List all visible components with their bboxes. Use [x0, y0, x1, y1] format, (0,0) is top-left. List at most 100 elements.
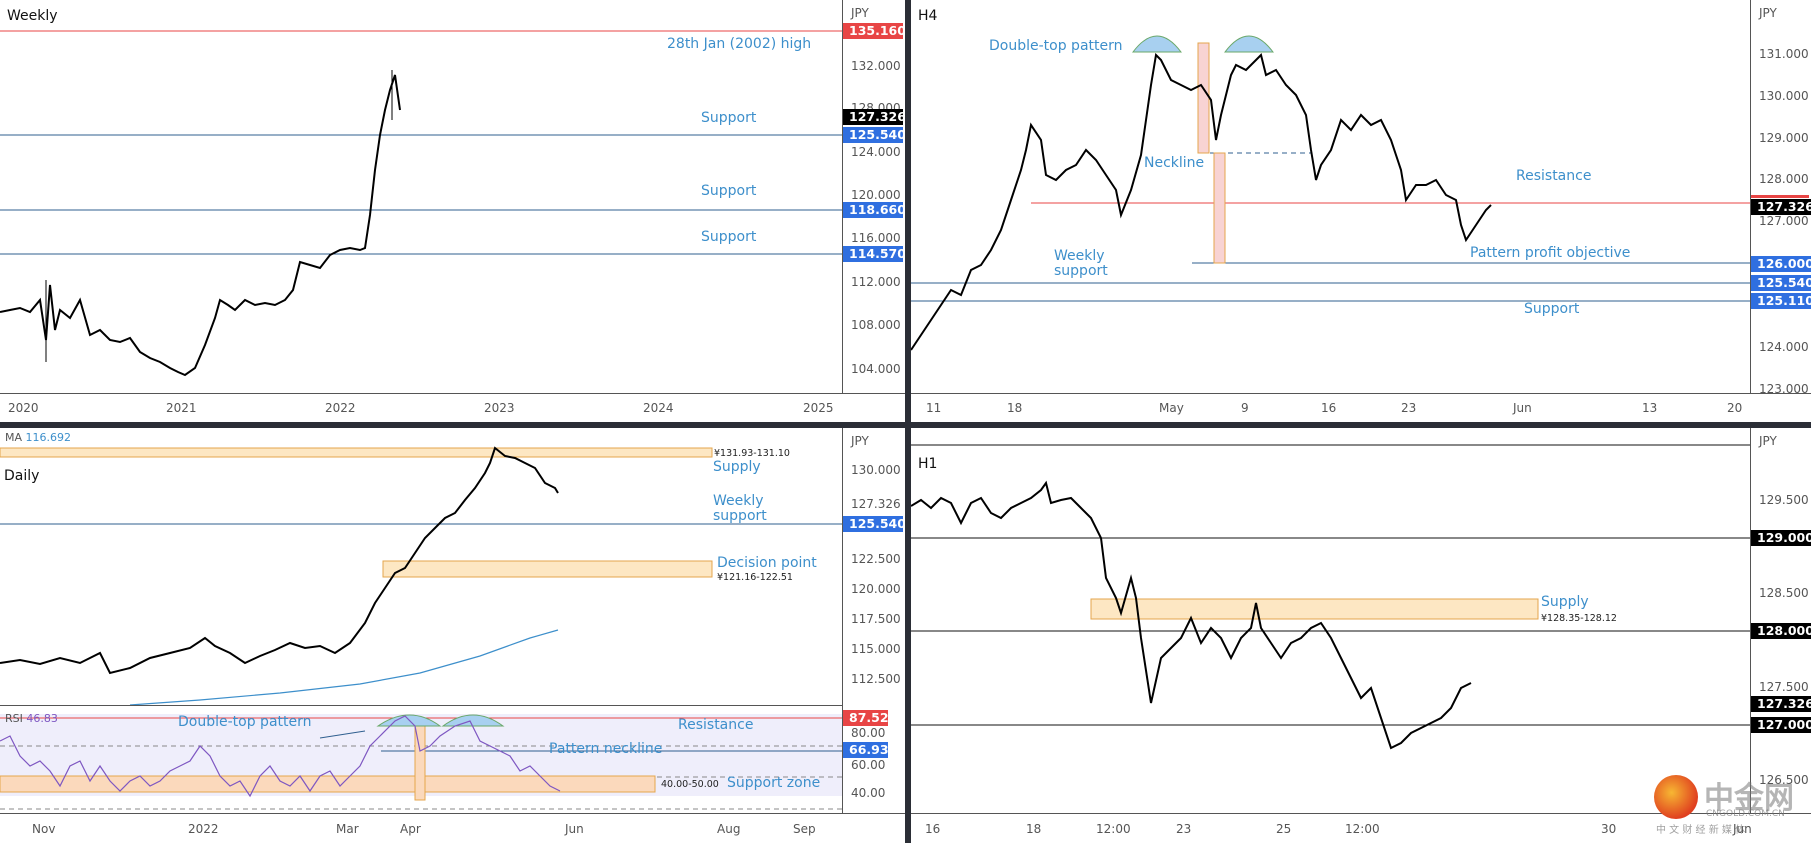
- x-tick: Aug: [717, 822, 741, 836]
- daily-panel: MA 116.692 Daily ¥131.93-131.10 Supply W…: [0, 428, 905, 843]
- x-tick: 2024: [643, 401, 674, 415]
- h1-time-axis[interactable]: 16 18 12:00 23 25 12:00 30 Jun: [911, 813, 1811, 843]
- h1-supply-range: ¥128.35-128.12: [1541, 613, 1617, 624]
- ma-indicator: MA 116.692: [5, 431, 71, 444]
- price-tag-support-1: 125.540: [843, 127, 905, 143]
- x-tick: 18: [1026, 822, 1042, 836]
- rsi-value: 46.83: [26, 712, 58, 725]
- y-tick: 128.000: [1759, 172, 1809, 186]
- x-tick: 25: [1276, 822, 1292, 836]
- x-tick: 12:00: [1345, 822, 1380, 836]
- price-tag-last: 127.326: [843, 109, 905, 125]
- weekly-price-axis[interactable]: JPY 135.160 132.000 128.000 127.326 125.…: [842, 0, 905, 393]
- daily-timeframe-label: Daily: [4, 468, 40, 484]
- watermark-brand: 中金网: [1704, 781, 1794, 816]
- y-tick: 120.000: [851, 582, 901, 596]
- price-tag-weekly-support: 125.540: [843, 516, 905, 532]
- horizontal-splitter[interactable]: [0, 422, 1811, 428]
- h1-panel: H1 Supply ¥128.35-128.12 JPY 129.500 129…: [911, 428, 1811, 843]
- x-tick: Mar: [336, 822, 359, 836]
- axis-currency: JPY: [851, 6, 869, 20]
- x-tick: Jun: [1733, 822, 1752, 836]
- h4-timeframe-label: H4: [918, 8, 938, 24]
- rsi-double-top-label: Double-top pattern: [178, 714, 312, 730]
- x-tick: Nov: [32, 822, 56, 836]
- weekly-support-label-2: Support: [701, 183, 757, 199]
- label-line-1: Weekly: [713, 493, 764, 509]
- rsi-neckline-label: Pattern neckline: [549, 741, 663, 757]
- x-tick: 18: [1007, 401, 1023, 415]
- x-tick: Jun: [565, 822, 584, 836]
- price-tag-objective: 126.000: [1751, 256, 1811, 272]
- h4-price-axis[interactable]: JPY 131.000 130.000 129.000 128.000 127.…: [1750, 0, 1811, 396]
- y-tick: 123.000: [1759, 382, 1809, 396]
- h1-plot[interactable]: H1 Supply ¥128.35-128.12: [911, 428, 1750, 813]
- label-line-2: support: [1054, 263, 1108, 279]
- ma-label: MA: [5, 431, 23, 444]
- daily-candles: [0, 446, 842, 705]
- h4-resistance-label: Resistance: [1516, 168, 1592, 184]
- h4-plot[interactable]: H4 Double-top pattern Neckline Resistanc…: [911, 0, 1750, 393]
- h4-time-axis[interactable]: 11 18 May 9 16 23 Jun 13 20: [911, 393, 1811, 422]
- daily-time-axis[interactable]: Nov 2022 Mar Apr Jun Aug Sep: [0, 813, 905, 843]
- y-tick: 124.000: [1759, 340, 1809, 354]
- x-tick: 2020: [8, 401, 39, 415]
- y-tick: 112.000: [851, 275, 901, 289]
- rsi-plot[interactable]: RSI 46.83 Double-top pattern Resistance …: [0, 705, 842, 813]
- y-tick: 60.00: [851, 758, 886, 772]
- vertical-splitter[interactable]: [905, 0, 911, 843]
- rsi-tag-neckline: 66.93: [843, 742, 889, 758]
- y-tick: 116.000: [851, 231, 901, 245]
- x-tick: 13: [1642, 401, 1658, 415]
- x-tick: 16: [925, 822, 941, 836]
- daily-weekly-support-label: Weekly support: [713, 494, 767, 524]
- resistance-marker: [1751, 195, 1809, 198]
- y-tick: 115.000: [851, 642, 901, 656]
- supply-label: Supply: [713, 459, 761, 475]
- rsi-resistance-label: Resistance: [678, 717, 754, 733]
- rsi-zone-range: 40.00-50.00: [661, 779, 719, 790]
- price-tag-support-3: 114.570: [843, 246, 905, 262]
- rsi-support-zone-label: Support zone: [727, 775, 821, 791]
- h4-candles: [911, 35, 1750, 351]
- price-tag-129: 129.000: [1751, 530, 1811, 546]
- y-tick: 129.500: [1759, 493, 1809, 507]
- x-tick: Apr: [400, 822, 421, 836]
- watermark-slogan: 中 文 财 经 新 媒 体: [1656, 825, 1746, 836]
- x-tick: 2022: [188, 822, 219, 836]
- price-tag-support-2: 118.660: [843, 202, 905, 218]
- x-tick: May: [1159, 401, 1184, 415]
- y-tick: 40.00: [851, 786, 886, 800]
- y-tick: 112.500: [851, 672, 901, 686]
- cngold-watermark: 中金网 CNGOLD.COM.CN 中 文 财 经 新 媒 体: [1654, 773, 1811, 843]
- weekly-support-label-1: Support: [701, 110, 757, 126]
- y-tick: 80.00: [851, 726, 886, 740]
- weekly-plot[interactable]: Weekly 28th Jan (2002) high Support Supp…: [0, 0, 842, 393]
- y-tick: 124.000: [851, 145, 901, 159]
- y-tick: 132.000: [851, 59, 901, 73]
- x-tick: 9: [1241, 401, 1249, 415]
- weekly-time-axis[interactable]: 2020 2021 2022 2023 2024 2025: [0, 393, 905, 422]
- y-tick: 127.000: [1759, 214, 1809, 228]
- rsi-label: RSI: [5, 712, 23, 725]
- daily-price-axis[interactable]: JPY 130.000 127.326 125.540 122.500 120.…: [842, 428, 905, 813]
- x-tick: 11: [926, 401, 942, 415]
- h4-double-top-label: Double-top pattern: [989, 38, 1123, 54]
- y-tick: 130.000: [1759, 89, 1809, 103]
- price-tag-support: 125.110: [1751, 293, 1811, 309]
- x-tick: 23: [1401, 401, 1417, 415]
- watermark-domain: CNGOLD.COM.CN: [1706, 809, 1785, 819]
- label-line-2: support: [713, 508, 767, 524]
- x-tick: 23: [1176, 822, 1192, 836]
- rsi-indicator: RSI 46.83: [5, 712, 58, 725]
- daily-plot[interactable]: MA 116.692 Daily ¥131.93-131.10 Supply W…: [0, 428, 842, 705]
- x-tick: 2023: [484, 401, 515, 415]
- y-tick: 108.000: [851, 318, 901, 332]
- axis-currency: JPY: [851, 434, 869, 448]
- x-tick: 2021: [166, 401, 197, 415]
- x-tick: 16: [1321, 401, 1337, 415]
- y-tick: 117.500: [851, 612, 901, 626]
- axis-currency: JPY: [1759, 434, 1777, 448]
- h1-price-axis[interactable]: JPY 129.500 129.000 128.500 128.000 127.…: [1750, 428, 1811, 813]
- h1-candles: [911, 444, 1750, 750]
